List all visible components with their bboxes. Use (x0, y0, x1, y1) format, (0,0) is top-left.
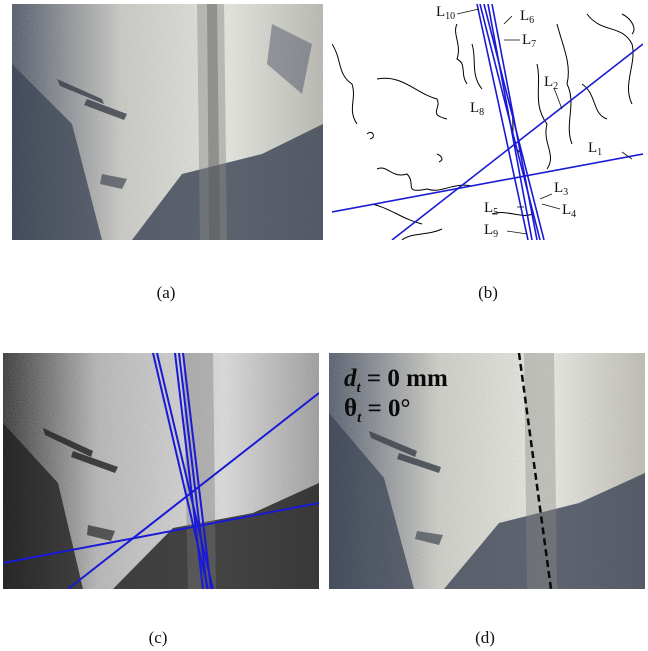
offset-readout: dt = 0 mm (344, 365, 448, 396)
guide-line (517, 353, 553, 589)
edge-map: L10 L6 L7 L2 L8 L1 L3 L5 L4 L9 (332, 4, 643, 240)
label-l7: L7 (522, 32, 536, 50)
edge-contours (332, 13, 635, 240)
label-l1: L1 (588, 140, 602, 158)
caption-d: (d) (475, 628, 495, 647)
label-leaders (456, 8, 633, 235)
edge-map-image: L10 L6 L7 L2 L8 L1 L3 L5 L4 L9 (332, 4, 643, 240)
label-l8: L8 (470, 100, 484, 118)
label-l3: L3 (554, 180, 568, 198)
caption-b: (b) (478, 283, 498, 302)
label-l2: L2 (544, 74, 558, 92)
detected-lines (332, 4, 643, 240)
photo-result: dt = 0 mm θt = 0° (329, 353, 645, 589)
label-l6: L6 (520, 8, 534, 26)
photo-with-lines-image (3, 353, 319, 589)
line-labels: L10 L6 L7 L2 L8 L1 L3 L5 L4 L9 (436, 4, 602, 240)
caption-c: (c) (148, 628, 168, 647)
photo-original-image (12, 4, 323, 240)
photo-with-lines (3, 353, 319, 589)
detected-lines-overlay (3, 353, 319, 589)
angle-readout: θt = 0° (344, 395, 411, 426)
caption-a: (a) (156, 283, 176, 302)
label-l9: L9 (484, 222, 498, 240)
photo-result-image (329, 353, 645, 589)
label-l4: L4 (562, 202, 576, 220)
label-l10: L10 (436, 4, 455, 22)
label-l5: L5 (484, 200, 498, 218)
photo-original (12, 4, 323, 240)
